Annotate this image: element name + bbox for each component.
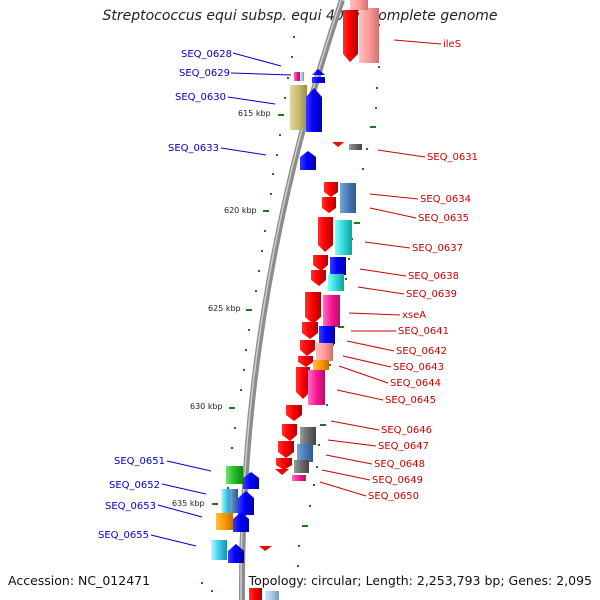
gene-seq-0653 [216,513,233,530]
gene-seq-0641 [302,322,318,339]
gene-label-seq-0629[interactable]: SEQ_0629 [179,68,230,79]
gene-label-seq-0641[interactable]: SEQ_0641 [398,326,449,337]
major-tick-615 [278,114,284,116]
forward-strand-features [211,69,325,563]
gene-xsea [305,292,321,324]
kbp-label-625: 625 kbp [208,304,241,313]
gene-seq-0643 [298,356,313,367]
gene-seq-0647 [282,424,297,441]
gene-label-seq-0630[interactable]: SEQ_0630 [175,92,226,103]
gene-label-seq-0650[interactable]: SEQ_0650 [368,491,419,502]
gene-seq-0634 [324,182,338,197]
right-label-leaders [319,39,442,497]
gene-label-seq-0649[interactable]: SEQ_0649 [372,475,423,486]
gene-seq-0642 [300,340,315,356]
kbp-label-620: 620 kbp [224,206,257,215]
major-tick-620 [263,210,269,212]
gene-label-seq-0638[interactable]: SEQ_0638 [408,271,459,282]
gene-label-xsea[interactable]: xseA [402,310,426,321]
gene-label-seq-0646[interactable]: SEQ_0646 [381,425,432,436]
gene-label-seq-0651[interactable]: SEQ_0651 [114,456,165,467]
gene-seq-0629 [312,69,325,75]
gene-seq-0631 [332,142,344,147]
kbp-label-630: 630 kbp [190,402,223,411]
gene-seq-0635 [340,183,356,213]
left-label-leaders [150,52,292,547]
gene-seq-0628 [294,72,300,81]
kbp-label-635: 635 kbp [172,499,205,508]
gene-seq-0644 [296,367,310,399]
gene-seq-0639 [328,274,344,291]
topology-text: Topology: circular; Length: 2,253,793 bp… [248,573,592,588]
gene-seq-0651 [226,466,243,484]
major-tick-625 [246,309,252,311]
reverse-strand-features [249,0,379,600]
gene-label-seq-0653[interactable]: SEQ_0653 [105,501,156,512]
gene-label-seq-0643[interactable]: SEQ_0643 [393,362,444,373]
gene-label-seq-0635[interactable]: SEQ_0635 [418,213,469,224]
gene-iles [343,10,358,62]
gene-label-seq-0633[interactable]: SEQ_0633 [168,143,219,154]
gene-seq-0630 [306,88,322,132]
gene-label-seq-0647[interactable]: SEQ_0647 [378,441,429,452]
kbp-label-615: 615 kbp [238,109,271,118]
gene-seq-0655 [211,540,227,560]
gene-label-seq-0637[interactable]: SEQ_0637 [412,243,463,254]
gene-label-seq-0652[interactable]: SEQ_0652 [109,480,160,491]
gene-label-seq-0639[interactable]: SEQ_0639 [406,289,457,300]
gene-label-seq-0648[interactable]: SEQ_0648 [374,459,425,470]
gene-seq-0645 [308,370,325,405]
gene-seq-0633 [300,151,316,170]
gene-label-iles[interactable]: ileS [443,39,461,50]
major-tick-630 [229,407,235,409]
gene-label-seq-0628[interactable]: SEQ_0628 [181,49,232,60]
gene-seq-0630-olive [290,85,307,130]
gene-label-seq-0634[interactable]: SEQ_0634 [420,194,471,205]
gene-label-seq-0642[interactable]: SEQ_0642 [396,346,447,357]
map-title: Streptococcus equi subsp. equi 4047, com… [102,8,498,24]
gene-seq-0646 [286,405,302,421]
gene-label-seq-0644[interactable]: SEQ_0644 [390,378,441,389]
major-tick-635 [212,503,218,505]
gene-seq-0650 [292,475,306,481]
gene-label-seq-0631[interactable]: SEQ_0631 [427,152,478,163]
gene-label-seq-0645[interactable]: SEQ_0645 [385,395,436,406]
gene-seq-0637 [318,217,333,252]
gene-seq-0649 [294,460,309,473]
accession-text: Accession: NC_012471 [8,573,151,588]
gene-seq-0648 [278,441,294,458]
gene-seq-0652 [221,489,232,513]
gene-seq-0638 [313,255,328,271]
gene-label-seq-0655[interactable]: SEQ_0655 [98,530,149,541]
